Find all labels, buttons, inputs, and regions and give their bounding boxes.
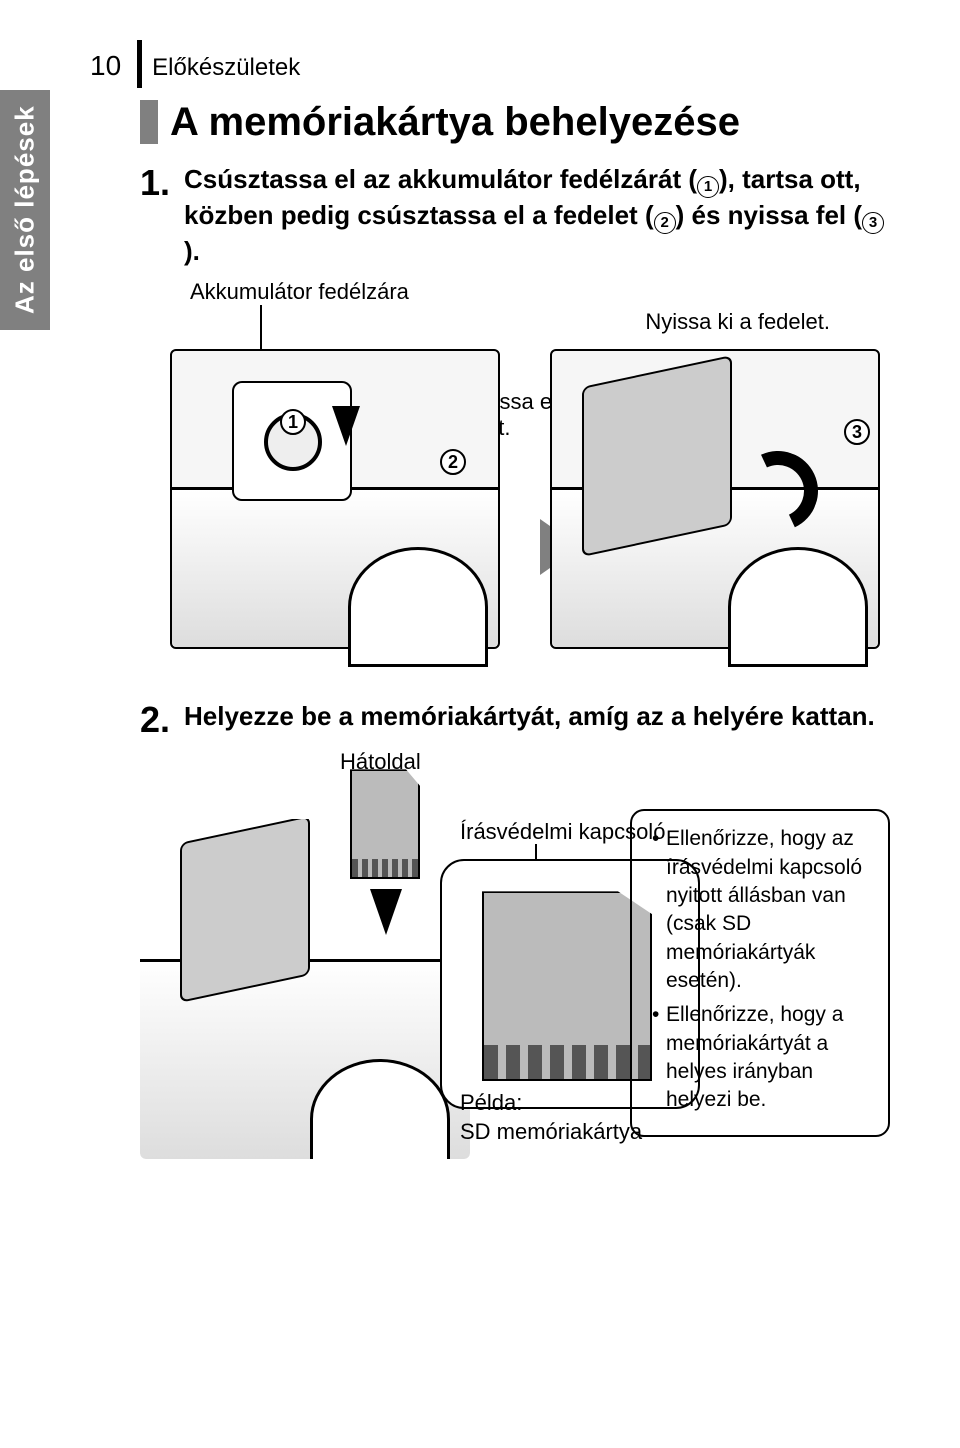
- open-cover-label: Nyissa ki a fedelet.: [645, 309, 830, 335]
- pointer-line-1: [260, 305, 262, 355]
- inline-circle-3: 3: [862, 212, 884, 234]
- note-box: Ellenőrizze, hogy az írásvédelmi kapcsol…: [630, 809, 890, 1136]
- page-number: 10: [90, 50, 121, 82]
- header-divider: [137, 40, 142, 88]
- step-1-text: Csúsztassa el az akkumulátor fedélzárát …: [184, 162, 890, 269]
- insert-arrow-icon: [370, 889, 402, 935]
- page-title: A memóriakártya behelyezése: [170, 100, 740, 144]
- inline-circle-1: 1: [697, 176, 719, 198]
- figure-2: Hátoldal Írásvédelmi kapcsoló Példa: SD …: [140, 749, 890, 1179]
- step-2-number: 2.: [140, 699, 184, 741]
- sd-card-enlarged: [482, 891, 652, 1081]
- camera-illustration-insert: [140, 819, 470, 1159]
- step-2: 2. Helyezze be a memóriakártyát, amíg az…: [140, 699, 890, 741]
- battery-latch-label: Akkumulátor fedélzára: [190, 279, 409, 305]
- step-1-number: 1.: [140, 162, 184, 269]
- camera-illustration-right: [550, 349, 880, 649]
- page-header: 10 Előkészületek: [90, 40, 890, 82]
- sd-card-icon: [350, 769, 420, 879]
- note-item-1: Ellenőrizze, hogy az írásvédelmi kapcsol…: [652, 825, 874, 995]
- section-name: Előkészületek: [152, 54, 300, 82]
- example-label: Példa: SD memóriakártya: [460, 1089, 642, 1146]
- side-tab: Az első lépések: [0, 90, 50, 330]
- figure-1: Akkumulátor fedélzára Nyissa ki a fedele…: [140, 279, 890, 679]
- title-accent-bar: [140, 100, 158, 144]
- note-item-2: Ellenőrizze, hogy a memóriakártyát a hel…: [652, 1001, 874, 1114]
- step-2-text: Helyezze be a memóriakártyát, amíg az a …: [184, 699, 875, 741]
- inline-circle-2: 2: [654, 212, 676, 234]
- camera-illustration-left: [170, 349, 500, 649]
- step-1: 1. Csúsztassa el az akkumulátor fedélzár…: [140, 162, 890, 269]
- page-title-row: A memóriakártya behelyezése: [140, 100, 890, 144]
